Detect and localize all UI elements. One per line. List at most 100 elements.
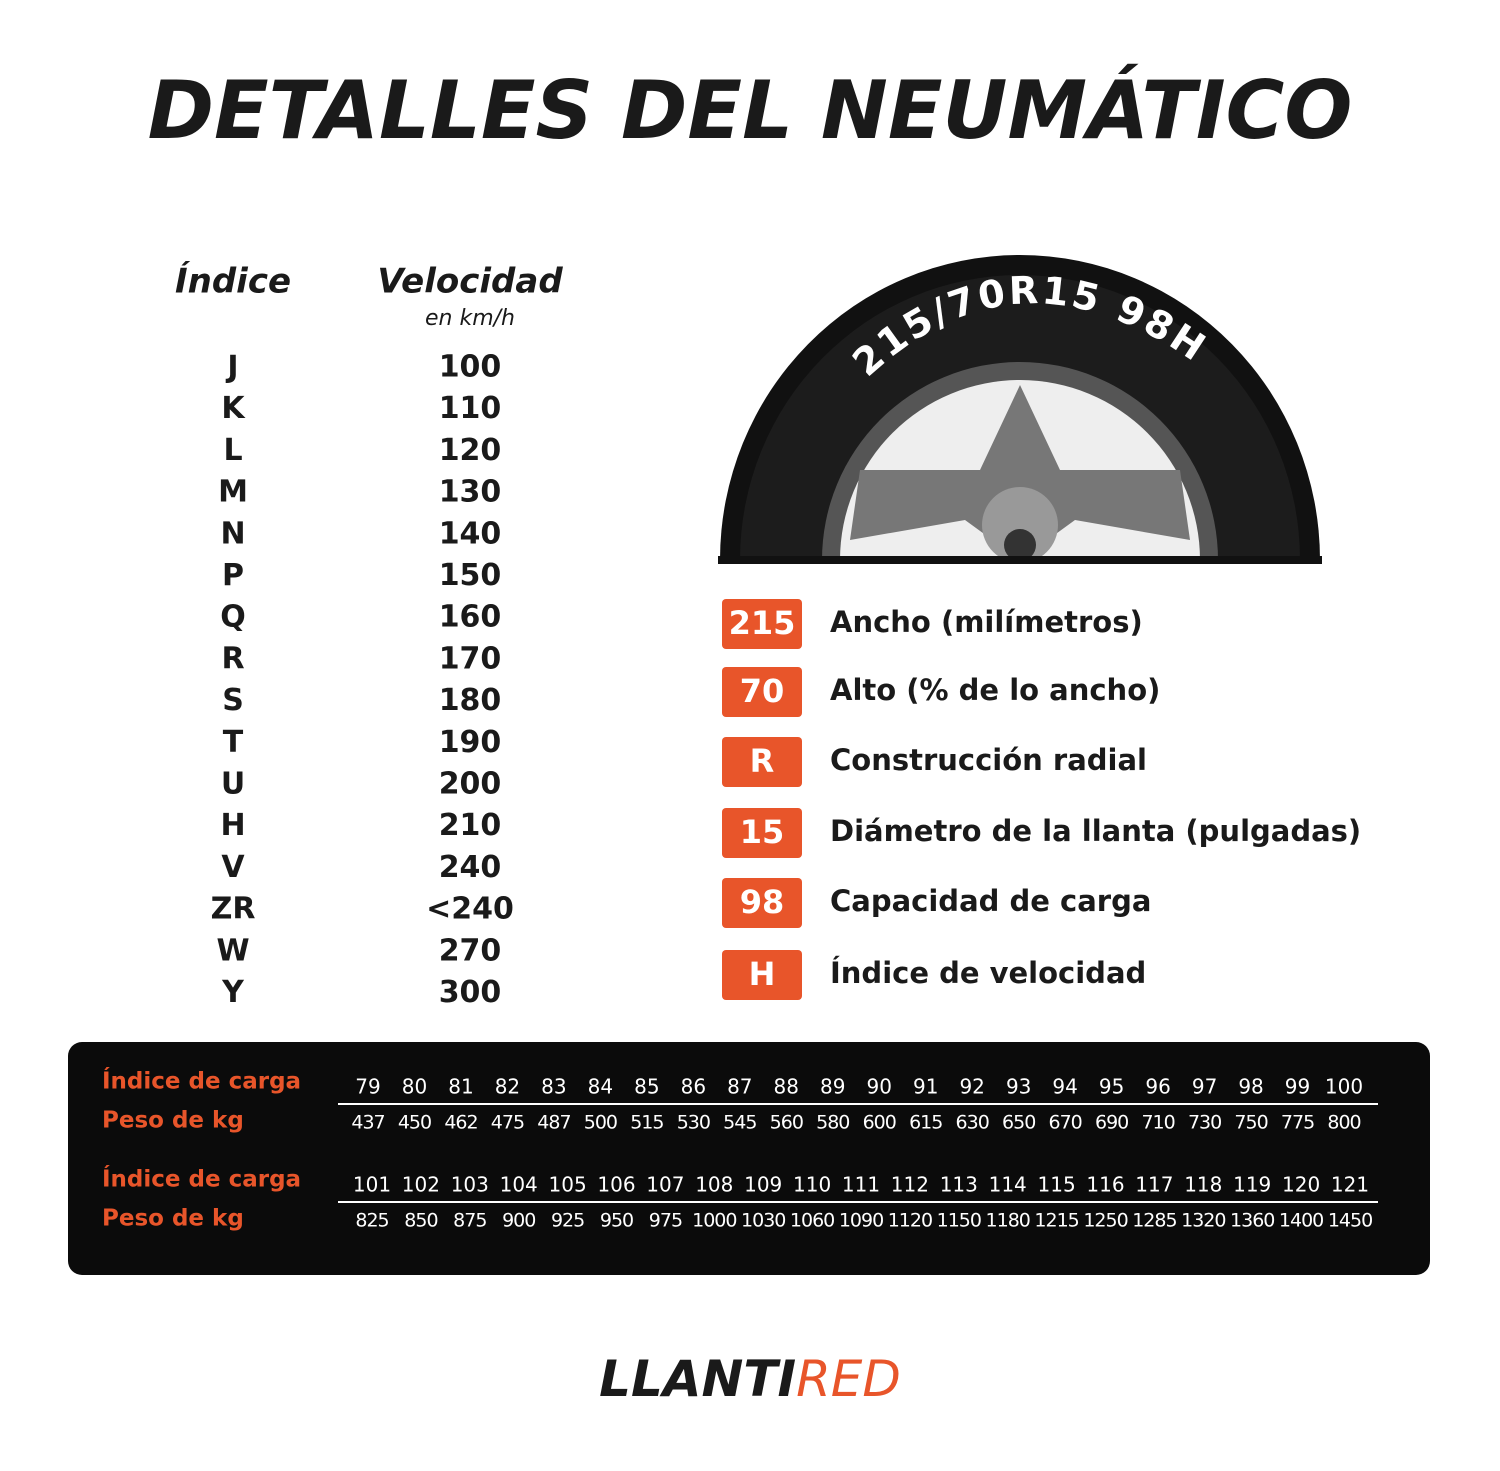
- load-weight: 850: [404, 1210, 437, 1232]
- load-index: 79: [355, 1075, 380, 1099]
- load-index: 110: [793, 1173, 831, 1197]
- load-weight: 1360: [1230, 1210, 1274, 1232]
- code-badge: [722, 878, 802, 928]
- load-index: 113: [940, 1173, 978, 1197]
- load-weight: 975: [649, 1210, 682, 1232]
- load-index: 97: [1192, 1075, 1217, 1099]
- load-index: 116: [1086, 1173, 1124, 1197]
- tire: 215/70R15 98H: [718, 255, 1322, 564]
- load-weight: 630: [956, 1112, 989, 1134]
- ground: [718, 556, 1322, 564]
- load-index: 101: [353, 1173, 391, 1197]
- load-weight: 1250: [1083, 1210, 1127, 1232]
- load-index: 89: [820, 1075, 845, 1099]
- speed-index: U: [221, 767, 245, 802]
- load-index: 104: [500, 1173, 538, 1197]
- load-index: 117: [1135, 1173, 1173, 1197]
- speed-index: Q: [220, 600, 246, 635]
- load-index: 81: [448, 1075, 473, 1099]
- load-weight: 600: [863, 1112, 896, 1134]
- code: H: [749, 955, 776, 993]
- speed-value: 190: [439, 725, 502, 760]
- load-weight: 1150: [937, 1210, 981, 1232]
- row-label: Índice de carga: [102, 1165, 301, 1193]
- speed-index: V: [221, 850, 245, 885]
- load-index: 93: [1006, 1075, 1031, 1099]
- load-index: 94: [1052, 1075, 1077, 1099]
- load-weight: 530: [677, 1112, 710, 1134]
- load-weight: 875: [453, 1210, 486, 1232]
- speed-index: N: [220, 516, 245, 551]
- load-index: 119: [1233, 1173, 1271, 1197]
- load-index: 98: [1238, 1075, 1263, 1099]
- header: Índice: [175, 261, 291, 302]
- load-weight: 670: [1049, 1112, 1082, 1134]
- load-index: 106: [597, 1173, 635, 1197]
- load-index: 112: [891, 1173, 929, 1197]
- load-weight: 950: [600, 1210, 633, 1232]
- speed-index: ZR: [211, 892, 256, 927]
- load-weight: 825: [355, 1210, 388, 1232]
- load-index: 111: [842, 1173, 880, 1197]
- speed-index: K: [221, 391, 246, 426]
- speed-value: 200: [439, 767, 502, 802]
- load-index: 86: [681, 1075, 706, 1099]
- load-weight: 775: [1281, 1112, 1314, 1134]
- unit: en km/h: [425, 306, 515, 331]
- legend-label: Alto (% de lo ancho): [830, 673, 1160, 707]
- load-weight: 1180: [986, 1210, 1030, 1232]
- brand-part: LLANTI: [599, 1350, 796, 1408]
- speed-value: 300: [439, 975, 502, 1010]
- code-badge: [722, 667, 802, 717]
- speed-value: <240: [426, 892, 514, 927]
- load-panel: [68, 1042, 1430, 1275]
- speed-value: 240: [439, 850, 502, 885]
- load-weight: 475: [491, 1112, 524, 1134]
- speed-value: 110: [439, 391, 502, 426]
- code-badge: [722, 737, 802, 787]
- code: 70: [740, 672, 785, 710]
- speed-index: S: [222, 683, 244, 718]
- load-weight: 1030: [741, 1210, 785, 1232]
- brand: LLANTIRED: [599, 1350, 901, 1408]
- load-index: 82: [495, 1075, 520, 1099]
- brand-part: RED: [796, 1350, 901, 1408]
- speed-value: 210: [439, 808, 502, 843]
- load-weight: 1285: [1132, 1210, 1176, 1232]
- row-label: Peso de kg: [102, 1108, 244, 1134]
- header: Velocidad: [377, 262, 563, 302]
- code: 215: [729, 604, 796, 642]
- load-weight: 1000: [692, 1210, 736, 1232]
- load-index: 85: [634, 1075, 659, 1099]
- speed-value: 120: [439, 433, 502, 468]
- load-index: 105: [549, 1173, 587, 1197]
- load-weight: 1215: [1034, 1210, 1078, 1232]
- hub: [982, 487, 1058, 563]
- speed-value: 170: [439, 641, 502, 676]
- load-weight: 710: [1141, 1112, 1174, 1134]
- code-badge: [722, 599, 802, 649]
- code-badge: [722, 950, 802, 1000]
- speed-index: J: [225, 350, 238, 385]
- row-label: Peso de kg: [102, 1206, 244, 1232]
- load-index: 90: [867, 1075, 892, 1099]
- load-index: 95: [1099, 1075, 1124, 1099]
- code: 15: [740, 813, 785, 851]
- load-index: 100: [1325, 1075, 1363, 1099]
- load-weight: 1060: [790, 1210, 834, 1232]
- load-index: 109: [744, 1173, 782, 1197]
- load-index: 114: [989, 1173, 1027, 1197]
- load-index: 88: [774, 1075, 799, 1099]
- load-index: 103: [451, 1173, 489, 1197]
- speed-value: 130: [439, 475, 502, 510]
- title: DETALLES DEL NEUMÁTICO: [148, 63, 1353, 157]
- speed-index: H: [220, 808, 245, 843]
- speed-index: L: [223, 433, 242, 468]
- load-index: 118: [1184, 1173, 1222, 1197]
- legend-label: Capacidad de carga: [830, 884, 1151, 918]
- row-label: Índice de carga: [102, 1067, 301, 1095]
- load-index: 115: [1038, 1173, 1076, 1197]
- load-index: 83: [541, 1075, 566, 1099]
- code-badge: [722, 808, 802, 858]
